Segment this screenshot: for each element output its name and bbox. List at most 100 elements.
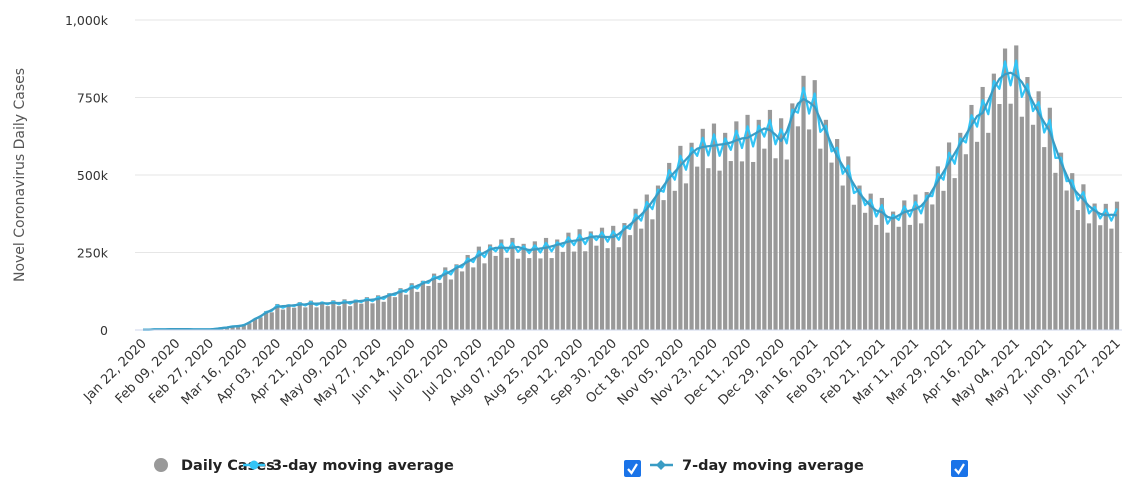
bar: [258, 317, 263, 330]
checkbox-check[interactable]: [954, 463, 965, 475]
bar: [941, 190, 946, 330]
bar: [879, 197, 884, 330]
bar: [627, 235, 633, 330]
bar: [946, 142, 952, 330]
checkbox[interactable]: [624, 460, 641, 477]
bar: [655, 185, 661, 330]
bar: [437, 282, 442, 330]
bar: [359, 303, 364, 330]
bar: [420, 280, 425, 330]
bar: [1047, 107, 1052, 330]
bar: [773, 158, 778, 330]
bar: [532, 241, 537, 330]
bar: [1030, 124, 1036, 330]
bar: [549, 258, 554, 330]
bar: [224, 327, 230, 330]
bar: [1075, 210, 1080, 330]
bar: [342, 299, 347, 330]
bar: [594, 245, 599, 330]
bar: [1064, 190, 1069, 330]
y-axis-label: Novel Coronavirus Daily Cases: [12, 68, 28, 282]
bar: [633, 208, 638, 330]
bar: [913, 194, 918, 330]
bar: [1002, 48, 1008, 331]
bar: [431, 273, 437, 330]
bar: [689, 142, 694, 330]
bar: [896, 226, 901, 330]
bar: [918, 223, 924, 330]
bar: [672, 190, 677, 330]
bar: [1103, 203, 1108, 330]
bar: [269, 312, 274, 330]
bar: [348, 306, 353, 330]
bar: [303, 307, 308, 330]
bar: [779, 118, 784, 331]
bar: [801, 75, 806, 330]
y-tick-label: 250k: [77, 246, 109, 261]
bar: [1098, 225, 1103, 330]
bar: [504, 257, 509, 330]
bar: [711, 123, 717, 330]
bar: [583, 251, 588, 330]
bar: [678, 145, 683, 330]
bar: [639, 228, 644, 330]
bar: [1042, 147, 1047, 330]
bar: [325, 306, 330, 330]
bar: [616, 247, 621, 330]
bar: [723, 132, 728, 330]
bar: [487, 244, 493, 330]
bar: [599, 227, 605, 330]
bar: [426, 285, 431, 330]
checkbox-check[interactable]: [627, 463, 638, 475]
bar: [320, 301, 325, 330]
bar: [515, 258, 521, 330]
bar: [286, 304, 291, 330]
checkbox-box[interactable]: [951, 460, 968, 477]
bar: [930, 204, 935, 330]
bar: [767, 109, 773, 331]
bar: [482, 263, 487, 330]
y-tick-label: 1,000k: [65, 13, 109, 28]
bar: [543, 237, 549, 330]
bar: [739, 161, 745, 330]
line: [143, 71, 1118, 331]
checkbox[interactable]: [951, 460, 968, 477]
checkbox-box[interactable]: [624, 460, 641, 477]
bar: [292, 307, 297, 330]
bar: [443, 267, 448, 330]
legend-marker[interactable]: [154, 458, 168, 472]
bar: [1114, 201, 1120, 330]
y-tick-label: 500k: [77, 168, 109, 183]
bar: [863, 212, 868, 330]
bar: [991, 73, 996, 330]
bar: [868, 193, 873, 330]
bar: [331, 300, 336, 330]
bar: [1070, 173, 1075, 330]
bar: [476, 246, 481, 330]
bar: [700, 128, 705, 330]
legend-label[interactable]: 7-day moving average: [682, 458, 864, 474]
bar: [280, 309, 286, 330]
bar: [756, 119, 761, 330]
bar: [812, 80, 817, 330]
bar: [566, 232, 571, 330]
bar: [986, 132, 991, 330]
bar: [728, 161, 733, 330]
legend-label[interactable]: 3-day moving average: [272, 458, 454, 474]
bar: [734, 121, 739, 331]
bar: [784, 159, 789, 330]
bar: [252, 318, 258, 330]
bar: [695, 166, 700, 330]
bar: [314, 307, 319, 330]
bar: [308, 300, 314, 330]
bar: [1081, 184, 1086, 330]
legend-marker[interactable]: [656, 460, 666, 470]
bar: [521, 243, 526, 330]
legend-marker[interactable]: [249, 460, 259, 470]
bar: [236, 326, 241, 330]
bar: [958, 132, 963, 330]
bar: [560, 251, 565, 330]
bar: [230, 326, 235, 330]
